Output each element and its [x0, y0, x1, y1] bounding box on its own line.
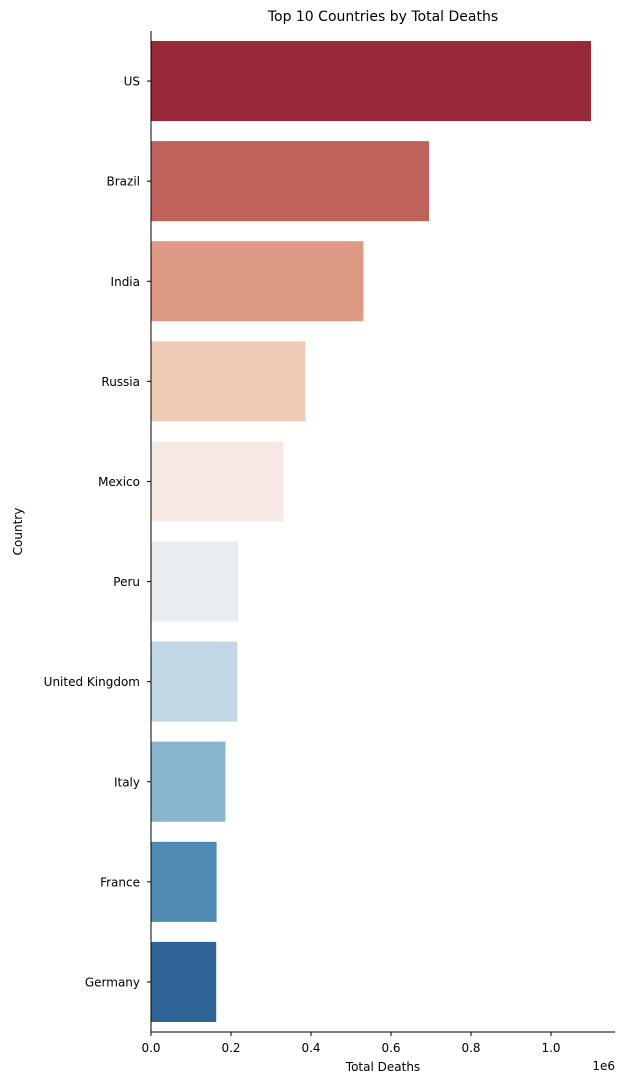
y-tick-label-germany: Germany: [85, 975, 140, 989]
bar-us: [151, 41, 591, 122]
bar-france: [151, 841, 217, 922]
bar-india: [151, 241, 364, 322]
bar-russia: [151, 341, 306, 422]
x-ticks-layer: 0.0 0.2 0.4 0.6 0.8 1.0: [141, 1032, 561, 1055]
x-tick-label-0: 0.0: [141, 1041, 160, 1055]
x-axis-offset-text: 1e6: [592, 1059, 615, 1073]
bar-germany: [151, 941, 217, 1022]
axes-layer: [150, 31, 615, 1033]
chart-title: Top 10 Countries by Total Deaths: [267, 9, 498, 25]
bar-mexico: [151, 441, 284, 522]
x-tick-label-3: 0.6: [381, 1041, 400, 1055]
x-tick-label-1: 0.2: [221, 1041, 240, 1055]
x-axis-label: Total Deaths: [345, 1060, 420, 1074]
y-axis-label: Country: [11, 508, 25, 556]
y-tick-label-united-kingdom: United Kingdom: [44, 675, 140, 689]
y-tick-label-peru: Peru: [113, 575, 140, 589]
bar-italy: [151, 741, 226, 822]
y-tick-label-brazil: Brazil: [107, 175, 141, 189]
x-tick-label-5: 1.0: [541, 1041, 560, 1055]
y-tick-label-mexico: Mexico: [98, 475, 140, 489]
y-tick-label-france: France: [100, 875, 140, 889]
y-ticks-layer: US Brazil India Russia Mexico Peru United King…: [44, 75, 151, 989]
bar-brazil: [151, 141, 429, 222]
y-tick-label-italy: Italy: [114, 775, 140, 789]
x-tick-label-2: 0.4: [301, 1041, 320, 1055]
bars-layer: [151, 41, 591, 1022]
y-tick-label-india: India: [111, 275, 140, 289]
y-tick-label-us: US: [124, 75, 140, 89]
bar-united-kingdom: [151, 641, 238, 722]
y-tick-label-russia: Russia: [101, 375, 140, 389]
bar-peru: [151, 541, 239, 622]
x-tick-label-4: 0.8: [461, 1041, 480, 1055]
